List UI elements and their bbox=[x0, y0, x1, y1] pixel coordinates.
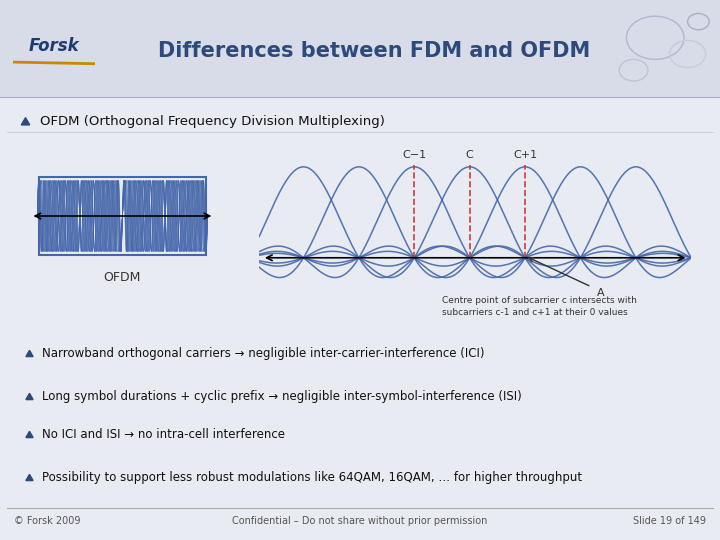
Text: Differences between FDM and OFDM: Differences between FDM and OFDM bbox=[158, 41, 590, 62]
Text: A: A bbox=[597, 288, 605, 298]
Text: Possibility to support less robust modulations like 64QAM, 16QAM, … for higher t: Possibility to support less robust modul… bbox=[42, 471, 582, 484]
Text: Centre point of subcarrier c intersects with
subcarriers c-1 and c+1 at their 0 : Centre point of subcarrier c intersects … bbox=[442, 296, 637, 317]
Text: OFDM: OFDM bbox=[104, 271, 141, 284]
Text: No ICI and ISI → no intra-cell interference: No ICI and ISI → no intra-cell interfere… bbox=[42, 428, 285, 441]
Text: Forsk: Forsk bbox=[29, 37, 79, 55]
Text: C: C bbox=[466, 150, 474, 159]
Text: OFDM (Orthogonal Frequency Division Multiplexing): OFDM (Orthogonal Frequency Division Mult… bbox=[40, 115, 384, 128]
Text: Confidential – Do not share without prior permission: Confidential – Do not share without prio… bbox=[233, 516, 487, 526]
Bar bbox=[39, 177, 206, 255]
Text: Narrowband orthogonal carriers → negligible inter-carrier-interference (ICI): Narrowband orthogonal carriers → negligi… bbox=[42, 347, 485, 360]
Text: © Forsk 2009: © Forsk 2009 bbox=[14, 516, 81, 526]
Bar bbox=[0, 0, 720, 97]
Text: Long symbol durations + cyclic prefix → negligible inter-symbol-interference (IS: Long symbol durations + cyclic prefix → … bbox=[42, 390, 521, 403]
Text: Slide 19 of 149: Slide 19 of 149 bbox=[633, 516, 706, 526]
Text: C+1: C+1 bbox=[513, 150, 537, 159]
Text: C−1: C−1 bbox=[402, 150, 426, 159]
